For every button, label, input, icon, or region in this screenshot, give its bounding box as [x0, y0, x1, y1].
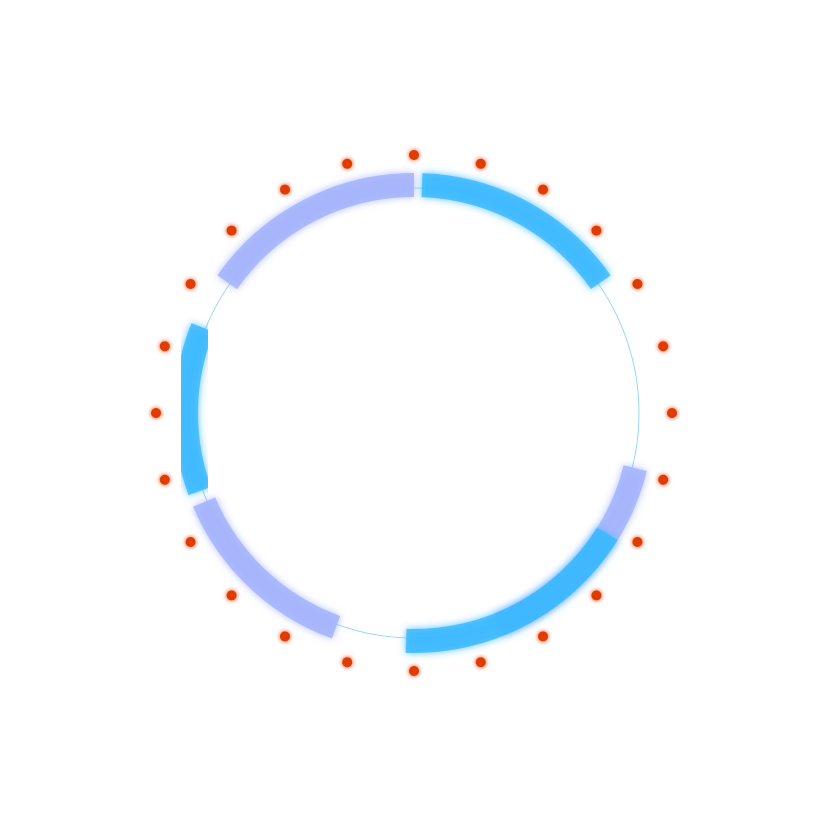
ring-dot — [658, 474, 669, 485]
ring-dot — [475, 158, 486, 169]
ring-dot — [632, 537, 643, 547]
arc-segment-1 — [421, 173, 611, 290]
ring-dot — [538, 184, 548, 195]
ring-dot — [342, 158, 353, 169]
ring-dot — [409, 150, 419, 160]
ring-dot — [151, 408, 161, 418]
arc-segments — [174, 173, 647, 653]
ring-dot — [185, 279, 196, 289]
ring-dot — [226, 590, 237, 601]
ring-dot — [591, 225, 602, 236]
ring-dot — [658, 341, 669, 352]
ring-dot — [342, 657, 353, 668]
arc-segment-3 — [405, 527, 618, 653]
ring-dot — [226, 225, 237, 236]
ring-dot — [667, 408, 677, 418]
arc-segment-6 — [217, 173, 415, 290]
arc-segment-4 — [193, 497, 341, 639]
ring-dot — [159, 341, 170, 352]
ring-dot — [632, 279, 643, 289]
ring-dot — [280, 184, 290, 195]
ring-dot — [475, 657, 486, 668]
ring-dot — [538, 631, 548, 642]
ring-dot — [159, 474, 170, 485]
dot-ring — [151, 150, 677, 676]
ring-dot — [185, 537, 196, 547]
ring-dot — [409, 666, 419, 676]
arc-segment-5 — [174, 323, 214, 496]
ring-dot — [280, 631, 290, 642]
arc-segment-2 — [494, 465, 647, 636]
ring-dot — [591, 590, 602, 601]
